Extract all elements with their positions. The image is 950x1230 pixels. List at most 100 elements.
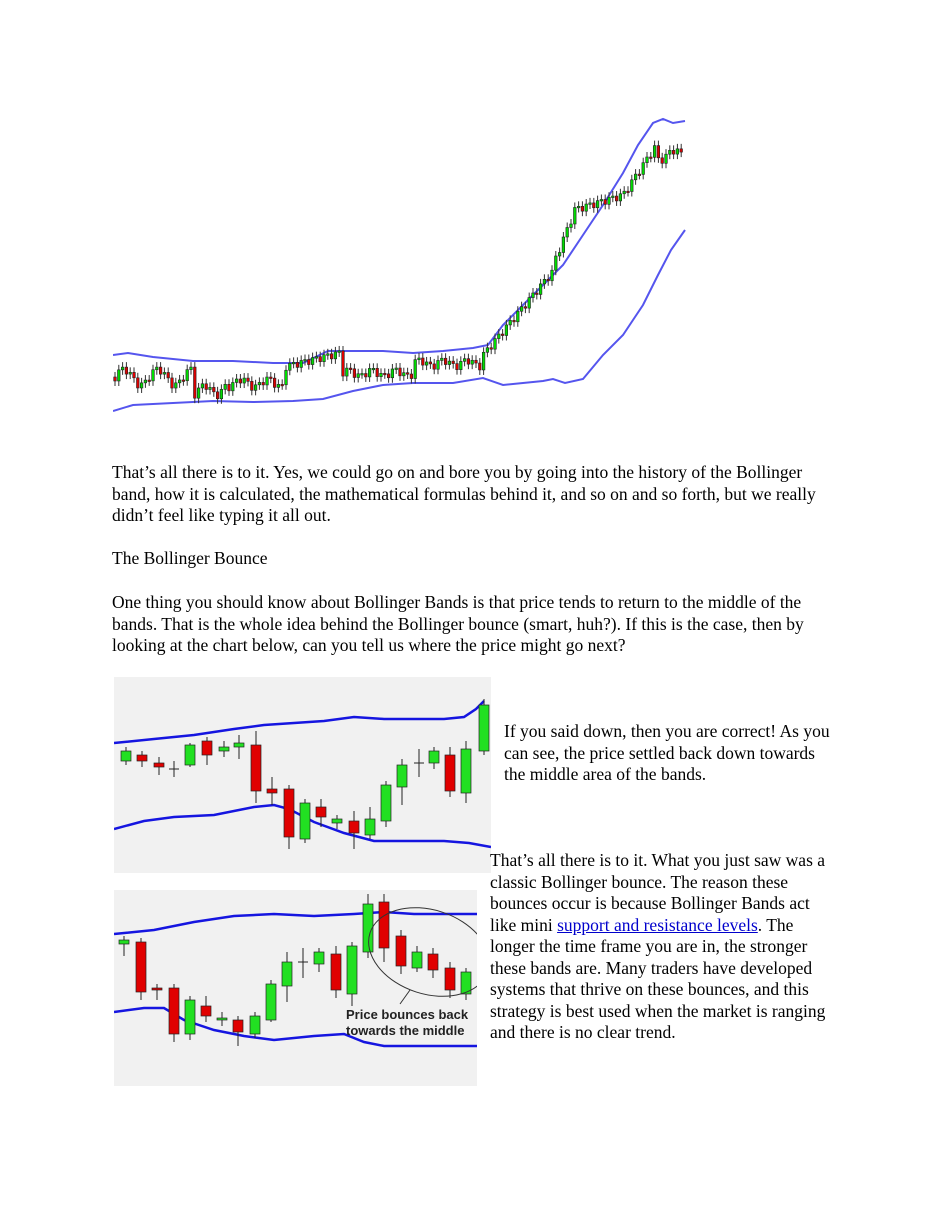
- candlestick: [193, 362, 197, 404]
- candlestick: [184, 996, 196, 1040]
- candlestick: [197, 382, 201, 404]
- candlestick: [265, 980, 277, 1022]
- candlestick: [170, 372, 174, 394]
- candlestick: [181, 374, 185, 386]
- candlestick: [117, 364, 121, 386]
- candlestick: [402, 367, 406, 381]
- candlestick: [444, 962, 456, 998]
- candlestick: [531, 288, 535, 303]
- candlestick: [679, 143, 683, 158]
- candlestick: [538, 278, 543, 300]
- candlestick: [675, 143, 679, 160]
- candlestick: [121, 362, 125, 375]
- candlestick: [455, 358, 459, 375]
- candlestick: [184, 743, 196, 767]
- candlestick: [330, 348, 334, 364]
- candlestick: [273, 373, 277, 393]
- candlestick: [664, 149, 668, 169]
- candlestick: [641, 157, 645, 180]
- candlestick: [136, 751, 148, 767]
- candlestick: [254, 379, 258, 396]
- candlestick: [311, 352, 315, 370]
- candlestick: [630, 174, 634, 197]
- candlestick: [250, 376, 254, 396]
- candlestick: [337, 345, 341, 357]
- candlestick: [269, 372, 273, 384]
- candlestick: [128, 367, 132, 380]
- candlestick: [326, 348, 330, 360]
- candlestick: [169, 761, 179, 777]
- upper-band: [114, 700, 485, 745]
- candlestick: [378, 894, 390, 962]
- candlestick: [204, 378, 208, 395]
- candlestick: [535, 288, 539, 300]
- candlestick: [364, 368, 368, 382]
- candlestick: [432, 358, 436, 375]
- candlestick: [155, 362, 159, 375]
- candlestick: [485, 342, 490, 358]
- candlestick: [307, 354, 311, 370]
- candlestick: [573, 202, 577, 229]
- candlesticks: [118, 894, 472, 1046]
- candlestick: [257, 377, 262, 390]
- candlestick: [527, 292, 531, 314]
- candlestick: [443, 353, 448, 370]
- intro-paragraph: That’s all there is to it. Yes, we could…: [112, 462, 816, 525]
- candlestick: [671, 145, 676, 160]
- candlestick: [352, 363, 357, 383]
- bollinger-uptrend-chart: [113, 117, 686, 412]
- candlestick: [219, 384, 223, 404]
- candlestick: [118, 936, 130, 956]
- candlestick: [633, 169, 638, 185]
- candlestick: [413, 354, 417, 384]
- candlestick: [238, 373, 242, 389]
- candlestick: [607, 192, 611, 210]
- candlestick: [235, 373, 239, 388]
- candlestick: [265, 372, 269, 390]
- candlestick: [565, 222, 569, 242]
- candlestick: [460, 741, 472, 803]
- candlesticks: [113, 140, 683, 404]
- candlestick: [519, 301, 524, 317]
- candlestick: [424, 356, 429, 371]
- candlestick: [299, 355, 303, 373]
- candlestick: [261, 377, 265, 390]
- candlestick: [395, 930, 407, 974]
- candlestick: [113, 372, 117, 386]
- candlestick: [281, 952, 293, 1002]
- candlestick: [512, 315, 516, 327]
- candlestick: [478, 699, 490, 755]
- candlestick: [124, 362, 128, 380]
- candlestick: [576, 201, 581, 213]
- candlestick: [120, 747, 132, 765]
- candlestick: [200, 996, 212, 1022]
- candlestick: [668, 145, 672, 160]
- candlestick: [427, 948, 439, 978]
- candlestick: [368, 363, 372, 382]
- annotation-line-1: Price bounces back: [346, 1007, 469, 1022]
- candlestick: [451, 356, 455, 369]
- candlestick: [550, 265, 554, 286]
- candlestick: [218, 741, 230, 757]
- candlestick: [280, 379, 284, 390]
- candlestick: [459, 356, 463, 375]
- bollinger-bounce-chart-1: [114, 677, 491, 873]
- candlestick: [626, 186, 630, 197]
- candlestick: [375, 363, 379, 382]
- candlestick: [656, 140, 660, 163]
- support-resistance-link[interactable]: support and resistance levels: [557, 914, 758, 935]
- candlestick: [394, 363, 398, 374]
- candlestick: [428, 356, 433, 369]
- candlestick: [232, 1016, 244, 1046]
- bollinger-bands: [113, 117, 686, 412]
- candlestick: [444, 747, 456, 797]
- candlestick: [189, 362, 193, 375]
- candlestick: [143, 375, 148, 388]
- upper-band: [113, 117, 686, 364]
- candlestick: [356, 368, 360, 383]
- candlestick: [462, 353, 467, 367]
- candlestick: [315, 799, 327, 827]
- candlestick: [649, 152, 653, 163]
- candlestick: [584, 199, 588, 217]
- candlestick: [322, 349, 326, 367]
